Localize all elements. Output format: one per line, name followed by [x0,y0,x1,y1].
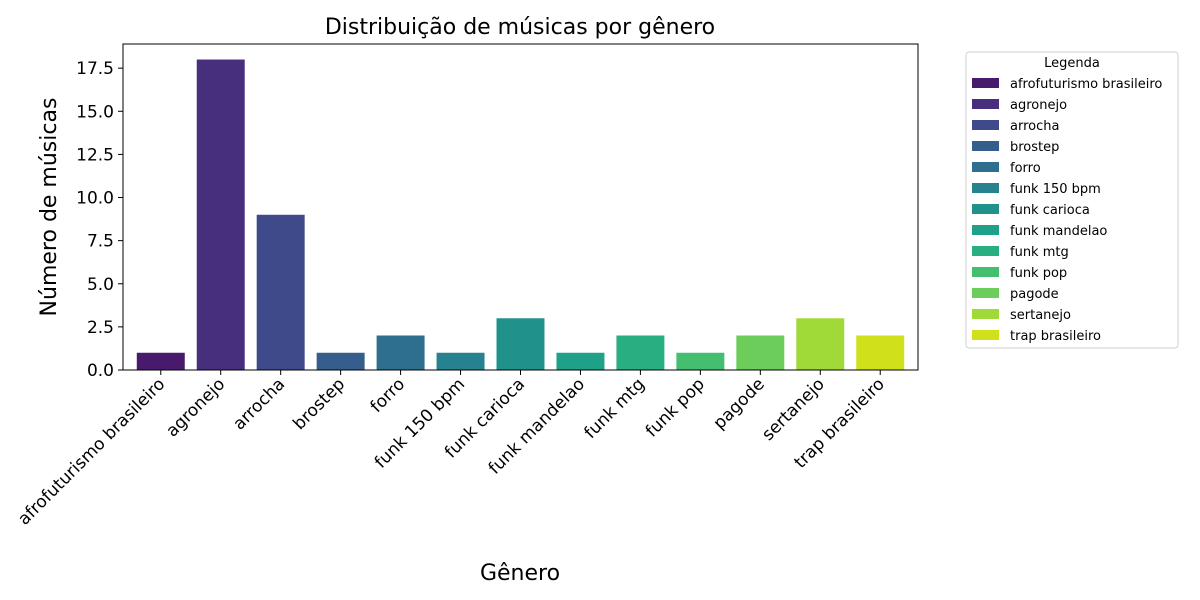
legend-swatch [972,120,999,130]
legend-swatch [972,309,999,319]
legend-label: funk 150 bpm [1010,182,1101,197]
x-tick-label: agronejo [162,374,229,441]
legend: Legenda afrofuturismo brasileiro agronejo… [965,51,1179,349]
bar-0 [136,352,185,370]
legend-swatch [972,246,999,256]
y-axis-ticks: 0.0 2.5 5.0 7.5 10.0 12.5 15.0 17.5 [76,59,123,381]
y-tick-label: 5.0 [87,275,114,295]
legend-label: funk mtg [1010,245,1069,260]
bar-11 [796,318,845,370]
legend-label: pagode [1010,287,1059,302]
legend-label: funk carioca [1010,203,1090,218]
legend-swatch [972,288,999,298]
plot-frame [122,43,919,371]
y-tick-label: 15.0 [76,102,114,122]
y-tick-label: 10.0 [76,189,114,209]
legend-swatch [972,204,999,214]
bar-6 [496,318,545,370]
x-tick-label: funk mtg [580,374,648,442]
y-tick-label: 17.5 [76,59,114,79]
bar-5 [436,352,485,370]
legend-swatch [972,225,999,235]
legend-label: brostep [1010,140,1059,155]
bar-9 [676,352,725,370]
legend-label: funk pop [1010,266,1067,281]
legend-label: trap brasileiro [1010,329,1101,344]
bar-1 [196,59,245,371]
legend-swatch [972,330,999,340]
bar-7 [556,352,605,370]
bar-8 [616,335,665,370]
y-tick-label: 0.0 [87,361,114,381]
x-tick-label: forro [367,374,409,416]
legend-label: arrocha [1010,119,1059,134]
y-axis-label: Número de músicas [37,98,62,317]
bar-10 [736,335,785,370]
legend-frame [965,51,1179,349]
legend-title: Legenda [1044,56,1100,71]
bar-12 [856,335,905,370]
legend-swatch [972,78,999,88]
legend-label: sertanejo [1010,308,1071,323]
y-tick-label: 12.5 [76,145,114,165]
y-tick-label: 7.5 [87,232,114,252]
x-tick-label: afrofuturismo brasileiro [14,374,169,529]
chart-title: Distribuição de músicas por gênero [325,15,715,40]
legend-swatch [972,267,999,277]
legend-swatch [972,183,999,193]
legend-label: forro [1010,161,1041,176]
legend-swatch [972,99,999,109]
legend-swatch [972,141,999,151]
x-tick-label: funk pop [642,374,709,441]
bar-3 [316,352,365,370]
legend-items: afrofuturismo brasileiro agronejo arrocha b… [972,77,1162,344]
bar-4 [376,335,425,370]
y-tick-label: 2.5 [87,318,114,338]
legend-label: agronejo [1010,98,1067,113]
x-tick-label: pagode [710,374,769,433]
legend-label: funk mandelao [1010,224,1107,239]
x-axis-label: Gênero [480,561,560,586]
x-tick-label: brostep [289,374,349,434]
legend-swatch [972,162,999,172]
bar-2 [256,214,305,370]
legend-label: afrofuturismo brasileiro [1010,77,1162,92]
x-tick-label: arrocha [229,374,289,434]
bars-group [136,59,905,371]
